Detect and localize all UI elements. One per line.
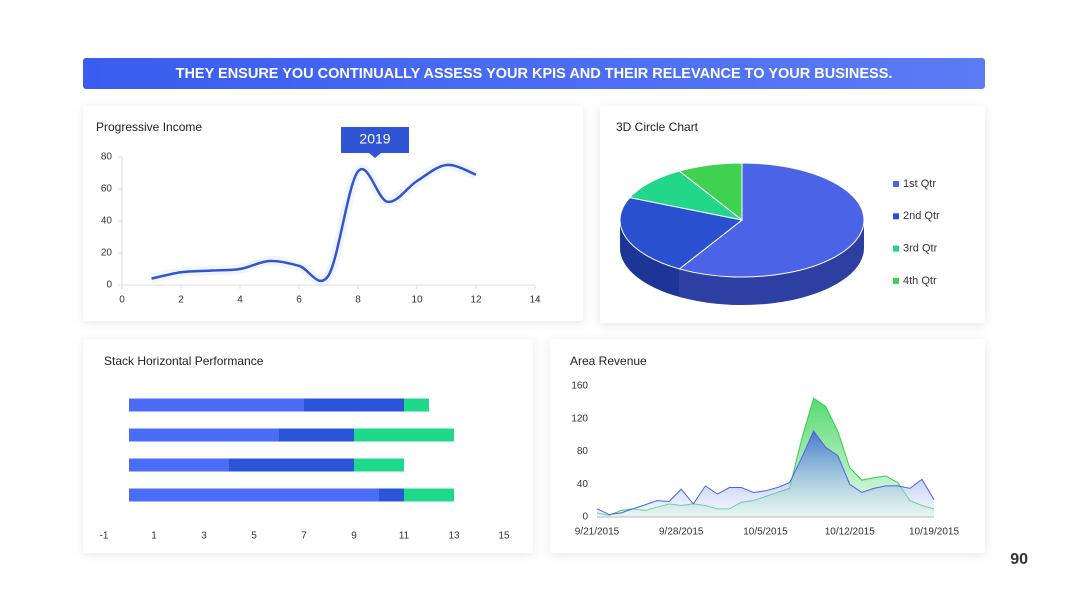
x-tick-label: 10/12/2015 [825,527,875,538]
pie-side [679,220,864,305]
bar-segment [129,398,304,412]
legend-swatch [893,277,899,284]
legend-label: 1st Qtr [903,178,936,190]
bar-segment [379,488,404,502]
y-tick-label: 120 [571,413,588,424]
x-tick-label: 10/19/2015 [909,527,959,538]
callout [341,127,409,158]
pie-slice [678,162,743,222]
banner [83,58,985,89]
legend-label: 2nd Qtr [903,210,940,222]
chart-title: Stack Horizontal Performance [104,354,264,368]
bar-segment [229,458,354,472]
x-tick-label: 6 [296,295,302,306]
x-tick-label: 4 [237,295,243,306]
bar-segment [129,458,229,472]
page-number: 90 [1010,551,1028,568]
x-tick-label: 11 [399,531,410,542]
legend-label: 3rd Qtr [903,243,938,255]
y-tick-label: 40 [577,479,589,490]
pie-side-shade [620,220,680,297]
legend-swatch [893,213,899,220]
area [597,431,934,517]
bar-segment [279,428,354,442]
y-tick-label: 80 [577,446,589,457]
x-tick-label: 14 [529,295,541,306]
y-tick-label: 20 [101,248,113,259]
bar-segment [129,428,279,442]
y-tick-label: 40 [101,216,113,227]
x-tick-label: 15 [498,531,510,542]
y-tick-label: 60 [101,184,113,195]
x-tick-label: 7 [301,531,307,542]
banner-text: THEY ENSURE YOU CONTINUALLY ASSESS YOUR … [176,66,893,82]
chart-title: 3D Circle Chart [616,120,699,134]
x-tick-label: 13 [448,531,460,542]
chart-title: Progressive Income [96,120,202,134]
pie-slice [619,197,744,270]
bar-segment [404,488,454,502]
x-tick-label: 10/5/2015 [743,527,788,538]
x-tick-label: 8 [355,295,361,306]
callout-label: 2019 [359,131,390,147]
bar-segment [129,488,379,502]
bar-segment [304,398,404,412]
legend-swatch [893,245,899,252]
card [83,106,583,321]
x-tick-label: 12 [470,295,482,306]
x-tick-label: 9 [351,531,357,542]
y-tick-label: 0 [106,280,112,291]
pie-side [620,220,680,297]
bar-segment [354,428,454,442]
x-tick-label: 9/28/2015 [659,527,704,538]
x-tick-label: 1 [151,531,157,542]
x-tick-label: 9/21/2015 [575,527,620,538]
card [550,339,985,553]
card [83,339,533,553]
y-tick-label: 0 [582,512,588,523]
legend-label: 4th Qtr [903,275,937,287]
bar-segment [354,458,404,472]
line [151,163,477,283]
legend-swatch [893,181,899,187]
pie-slice [678,162,865,278]
x-tick-label: 10 [411,295,423,306]
pie-slice [628,170,743,221]
y-tick-label: 80 [101,152,113,163]
area-line [596,430,935,516]
x-tick-label: 0 [119,295,125,306]
x-tick-label: -1 [100,531,109,542]
pie-side-shade [679,220,864,305]
chart-title: Area Revenue [570,354,647,368]
x-tick-label: 5 [251,531,257,542]
bar-segment [404,398,429,412]
x-tick-label: 2 [178,295,184,306]
x-tick-label: 3 [201,531,207,542]
y-tick-label: 160 [571,381,588,392]
